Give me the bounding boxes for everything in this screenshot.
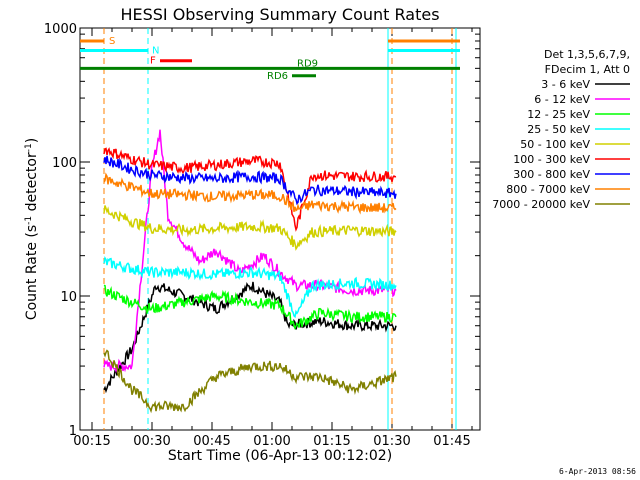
flag-label: RD6	[267, 71, 288, 82]
legend-header: FDecim 1, Att 0	[545, 63, 630, 76]
flag-label: RD9	[297, 58, 318, 69]
x-tick-label: 00:30	[133, 434, 170, 449]
y-tick-label: 100	[52, 156, 77, 171]
y-tick-label: 1000	[44, 22, 77, 37]
series-line	[103, 284, 397, 331]
x-tick-label: 00:45	[193, 434, 230, 449]
flag-label: N	[152, 45, 159, 56]
x-tick-label: 01:45	[433, 434, 470, 449]
legend-entry-label: 50 - 100 keV	[520, 138, 590, 151]
x-tick-label: 00:15	[73, 434, 110, 449]
series-line	[103, 255, 397, 319]
chart-title: HESSI Observing Summary Count Rates	[120, 5, 439, 24]
legend-entry-label: 800 - 7000 keV	[506, 183, 590, 196]
flag-label: F	[150, 56, 156, 67]
legend-entry-label: 7000 - 20000 keV	[492, 198, 590, 211]
legend-entry-label: 25 - 50 keV	[527, 123, 590, 136]
x-tick-label: 01:00	[253, 434, 290, 449]
flag-label: S	[109, 36, 115, 47]
y-tick-label: 10	[60, 290, 77, 305]
legend-entry-label: 3 - 6 keV	[541, 78, 590, 91]
x-axis-label: Start Time (06-Apr-13 00:12:02)	[168, 448, 392, 464]
generated-timestamp: 6-Apr-2013 08:56	[558, 467, 636, 476]
plot-frame	[79, 27, 481, 431]
series-line	[103, 155, 397, 206]
legend-entry-label: 6 - 12 keV	[534, 93, 590, 106]
x-tick-label: 01:15	[313, 434, 350, 449]
legend-header: Det 1,3,5,6,7,9,	[544, 48, 630, 61]
series-line	[103, 205, 397, 251]
series-line	[103, 281, 397, 394]
series-line	[103, 349, 397, 414]
legend-entry-label: 12 - 25 keV	[527, 108, 590, 121]
legend-entry-label: 300 - 800 keV	[513, 168, 590, 181]
series-line	[103, 172, 397, 215]
y-axis-label: Count Rate (s-1 detector-1)	[24, 138, 40, 320]
x-tick-label: 01:30	[373, 434, 410, 449]
series-line	[103, 147, 397, 232]
y-tick-label: 1	[69, 424, 77, 439]
legend-entry-label: 100 - 300 keV	[513, 153, 590, 166]
